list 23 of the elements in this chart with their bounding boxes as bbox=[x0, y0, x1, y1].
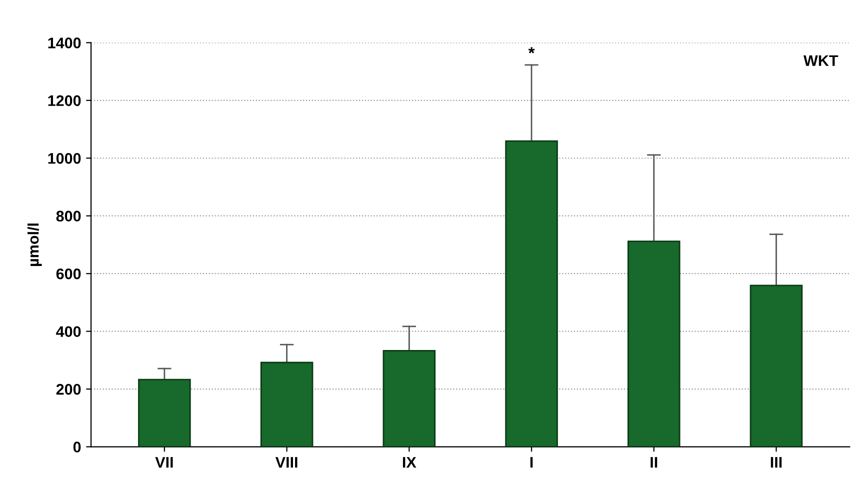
x-tick-label: VII bbox=[155, 457, 173, 468]
y-tick-label: 600 bbox=[56, 268, 81, 280]
bar bbox=[138, 378, 191, 447]
y-tick-label: 0 bbox=[73, 442, 81, 452]
bar bbox=[382, 350, 436, 447]
y-axis-title: µmol/l bbox=[28, 224, 42, 266]
bar bbox=[260, 362, 314, 447]
bar bbox=[505, 140, 558, 447]
annotation: * bbox=[528, 47, 535, 54]
x-tick-label: III bbox=[770, 457, 782, 468]
bar bbox=[750, 284, 803, 447]
y-tick-label: 800 bbox=[56, 210, 81, 222]
x-tick-label: IX bbox=[402, 457, 416, 468]
y-tick-label: 200 bbox=[56, 384, 81, 395]
y-tick-label: 1400 bbox=[48, 38, 81, 48]
y-tick-label: 400 bbox=[56, 326, 81, 338]
x-tick-label: II bbox=[650, 457, 658, 468]
annotation: WKT bbox=[804, 55, 838, 66]
y-tick-label: 1000 bbox=[48, 153, 81, 164]
x-tick-label: I bbox=[530, 457, 533, 468]
bar bbox=[627, 240, 680, 447]
y-tick-label: 1200 bbox=[48, 95, 81, 106]
x-tick-label: VIII bbox=[275, 457, 298, 468]
